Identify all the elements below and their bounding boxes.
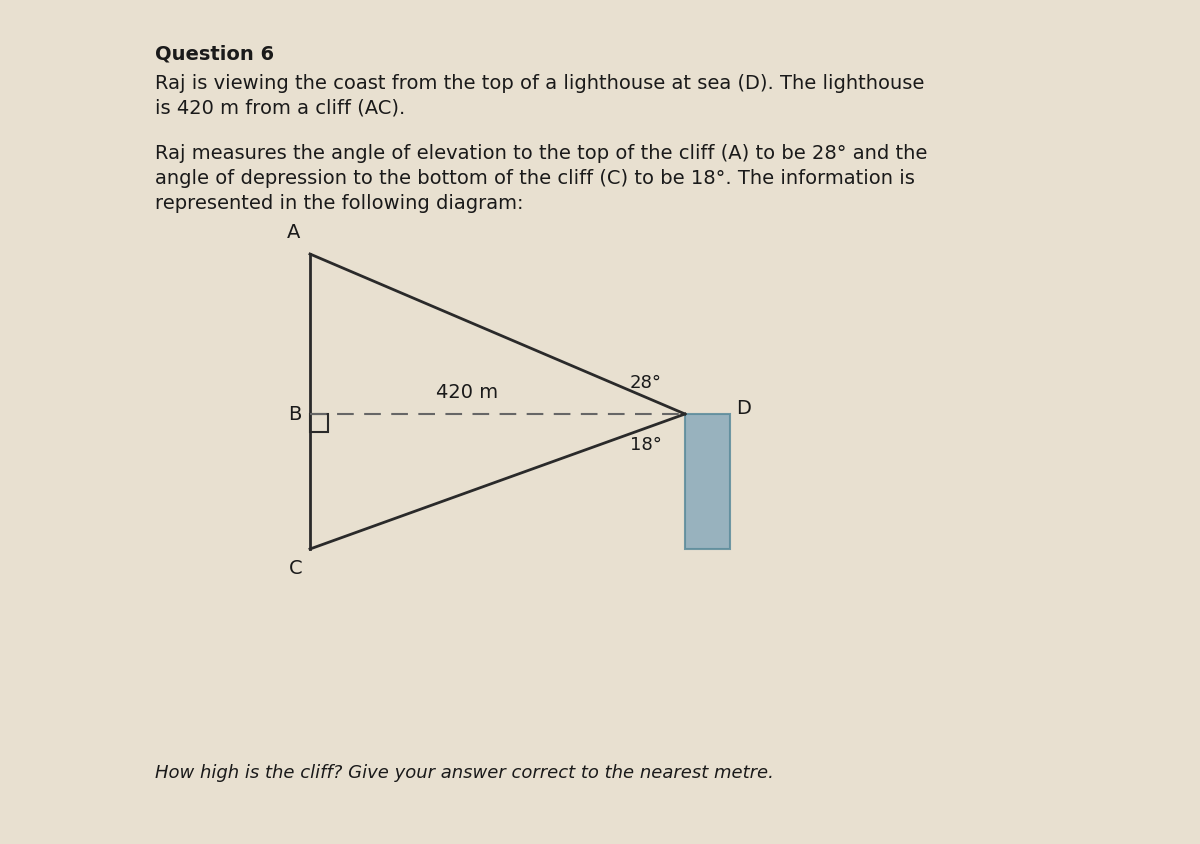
Text: C: C — [288, 559, 302, 578]
Text: A: A — [287, 223, 300, 242]
Text: How high is the cliff? Give your answer correct to the nearest metre.: How high is the cliff? Give your answer … — [155, 764, 774, 782]
Text: angle of depression to the bottom of the cliff (C) to be 18°. The information is: angle of depression to the bottom of the… — [155, 169, 914, 188]
Bar — [685, 414, 730, 549]
Text: D: D — [736, 399, 751, 419]
Bar — [310, 414, 328, 432]
Text: Raj measures the angle of elevation to the top of the cliff (A) to be 28° and th: Raj measures the angle of elevation to t… — [155, 144, 928, 163]
Text: is 420 m from a cliff (AC).: is 420 m from a cliff (AC). — [155, 99, 406, 118]
Text: 420 m: 420 m — [437, 383, 498, 402]
Text: represented in the following diagram:: represented in the following diagram: — [155, 194, 523, 213]
Text: 28°: 28° — [630, 374, 662, 392]
Text: Raj is viewing the coast from the top of a lighthouse at sea (D). The lighthouse: Raj is viewing the coast from the top of… — [155, 74, 924, 93]
Text: Question 6: Question 6 — [155, 44, 274, 63]
Text: B: B — [289, 404, 302, 424]
Text: 18°: 18° — [630, 436, 662, 454]
